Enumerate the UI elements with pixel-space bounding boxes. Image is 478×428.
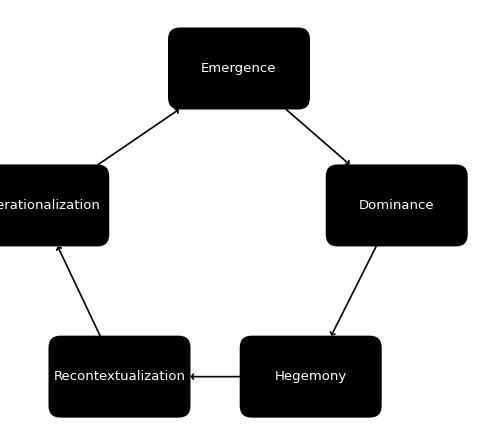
FancyBboxPatch shape	[326, 164, 468, 247]
Text: Emergence: Emergence	[201, 62, 277, 75]
Text: Hegemony: Hegemony	[274, 370, 347, 383]
FancyBboxPatch shape	[168, 27, 310, 110]
FancyBboxPatch shape	[239, 336, 382, 418]
Text: Recontextualization: Recontextualization	[54, 370, 185, 383]
FancyBboxPatch shape	[48, 336, 191, 418]
Text: Operationalization: Operationalization	[0, 199, 100, 212]
Text: Dominance: Dominance	[359, 199, 435, 212]
FancyBboxPatch shape	[0, 164, 109, 247]
